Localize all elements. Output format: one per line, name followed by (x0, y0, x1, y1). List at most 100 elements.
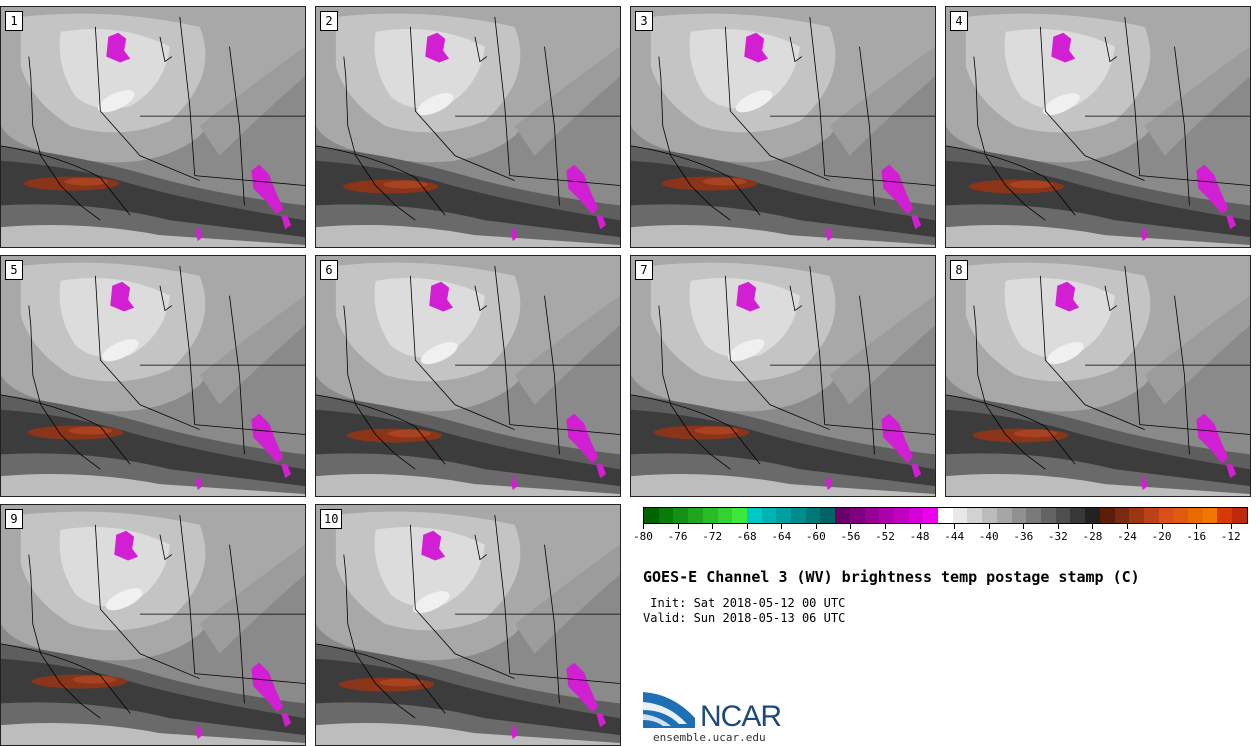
figure-title: GOES-E Channel 3 (WV) brightness temp po… (643, 568, 1140, 586)
colorbar-swatch (791, 508, 806, 523)
colorbar-swatch (673, 508, 689, 523)
member-number-label: 6 (320, 260, 338, 280)
ensemble-member-panel: 1 (0, 6, 306, 248)
colorbar-swatch (1114, 508, 1130, 523)
colorbar-swatch (1202, 508, 1218, 523)
colorbar-swatch (1085, 508, 1100, 523)
colorbar-tick (1161, 524, 1163, 529)
colorbar-tick-label: -52 (875, 530, 895, 543)
colorbar-tick (712, 524, 714, 529)
colorbar-tick-label: -64 (771, 530, 792, 543)
colorbar-tick (850, 524, 852, 529)
colorbar-tick (1023, 524, 1025, 529)
colorbar-tick (677, 524, 679, 529)
colorbar-swatch (658, 508, 674, 523)
ncar-logo-icon (643, 692, 695, 728)
member-number-label: 9 (5, 509, 23, 529)
colorbar-tick-label: -40 (978, 530, 999, 543)
colorbar-tick (885, 524, 886, 529)
colorbar-tick-label: -32 (1047, 530, 1068, 543)
ensemble-member-panel: 7 (630, 255, 936, 497)
colorbar-tick-label: -72 (702, 530, 723, 543)
ensemble-member-panel: 4 (945, 6, 1251, 248)
colorbar-tick-label: -76 (667, 530, 688, 543)
colorbar-swatch (864, 508, 880, 523)
colorbar-swatch (1173, 508, 1189, 523)
colorbar-tick-label: -36 (1013, 530, 1034, 543)
ncar-url: ensemble.ucar.edu (653, 731, 766, 744)
colorbar-swatch (717, 508, 733, 523)
colorbar-swatch (1011, 508, 1027, 523)
colorbar-tick-label: -16 (1186, 530, 1207, 543)
colorbar-swatch (938, 508, 953, 523)
colorbar-tick-label: -24 (1117, 530, 1137, 543)
ensemble-member-panel: 9 (0, 504, 306, 746)
colorbar-tick (643, 524, 644, 529)
valid-time: Valid: Sun 2018-05-13 06 UTC (643, 611, 846, 625)
colorbar-swatch (805, 508, 821, 523)
colorbar-tick-label: -68 (736, 530, 757, 543)
colorbar-tick (988, 524, 990, 529)
colorbar-swatch (776, 508, 792, 523)
colorbar-swatch (893, 508, 909, 523)
colorbar-tick-label: -60 (805, 530, 826, 543)
colorbar (643, 507, 1248, 524)
ncar-logo-text: NCAR (700, 700, 782, 733)
colorbar-swatch (702, 508, 718, 523)
colorbar-swatch (996, 508, 1012, 523)
colorbar-swatch (1070, 508, 1086, 523)
colorbar-swatch (820, 508, 836, 523)
colorbar-tick (1230, 524, 1232, 529)
colorbar-swatch (688, 508, 703, 523)
colorbar-swatch (923, 508, 939, 523)
member-number-label: 7 (635, 260, 653, 280)
colorbar-swatch (644, 508, 659, 523)
ensemble-member-panel: 10 (315, 504, 621, 746)
colorbar-swatch (835, 508, 850, 523)
colorbar-swatch (1232, 508, 1247, 523)
colorbar-swatch (1055, 508, 1071, 523)
colorbar-tick (746, 524, 748, 529)
colorbar-tick (1127, 524, 1128, 529)
member-number-label: 8 (950, 260, 968, 280)
colorbar-swatch (1129, 508, 1144, 523)
colorbar-swatch (1040, 508, 1056, 523)
member-number-label: 4 (950, 11, 968, 31)
member-number-label: 1 (5, 11, 23, 31)
member-number-label: 5 (5, 260, 23, 280)
ensemble-member-panel: 6 (315, 255, 621, 497)
colorbar-swatch (982, 508, 997, 523)
colorbar-swatch (1099, 508, 1115, 523)
colorbar-tick (1092, 524, 1094, 529)
member-number-label: 2 (320, 11, 338, 31)
colorbar-tick-label: -44 (944, 530, 965, 543)
colorbar-swatch (967, 508, 983, 523)
ensemble-member-panel: 3 (630, 6, 936, 248)
colorbar-tick-label: -80 (633, 530, 653, 543)
colorbar-tick (919, 524, 921, 529)
colorbar-tick (954, 524, 956, 529)
colorbar-swatch (1026, 508, 1041, 523)
colorbar-tick-label: -12 (1220, 530, 1241, 543)
colorbar-tick (1057, 524, 1059, 529)
colorbar-tick (781, 524, 783, 529)
colorbar-ticks: -80 -76 -72 -68 -64 -60 -56 -52 -48 -44 -40 -36 -32 -… (633, 524, 1248, 548)
member-number-label: 3 (635, 11, 653, 31)
ensemble-member-panel: 2 (315, 6, 621, 248)
colorbar-swatch (1143, 508, 1159, 523)
colorbar-swatch (849, 508, 865, 523)
colorbar-swatch (1158, 508, 1174, 523)
colorbar-swatch (952, 508, 968, 523)
colorbar-swatch (732, 508, 747, 523)
ensemble-member-panel: 8 (945, 255, 1251, 497)
colorbar-tick-label: -48 (909, 530, 930, 543)
member-number-label: 10 (320, 509, 343, 529)
colorbar-tick-label: -20 (1151, 530, 1172, 543)
colorbar-swatch (879, 508, 894, 523)
colorbar-swatch (761, 508, 777, 523)
colorbar-tick (815, 524, 817, 529)
colorbar-swatch (1188, 508, 1203, 523)
colorbar-tick-label: -28 (1082, 530, 1103, 543)
colorbar-tick (1196, 524, 1198, 529)
ensemble-member-panel: 5 (0, 255, 306, 497)
